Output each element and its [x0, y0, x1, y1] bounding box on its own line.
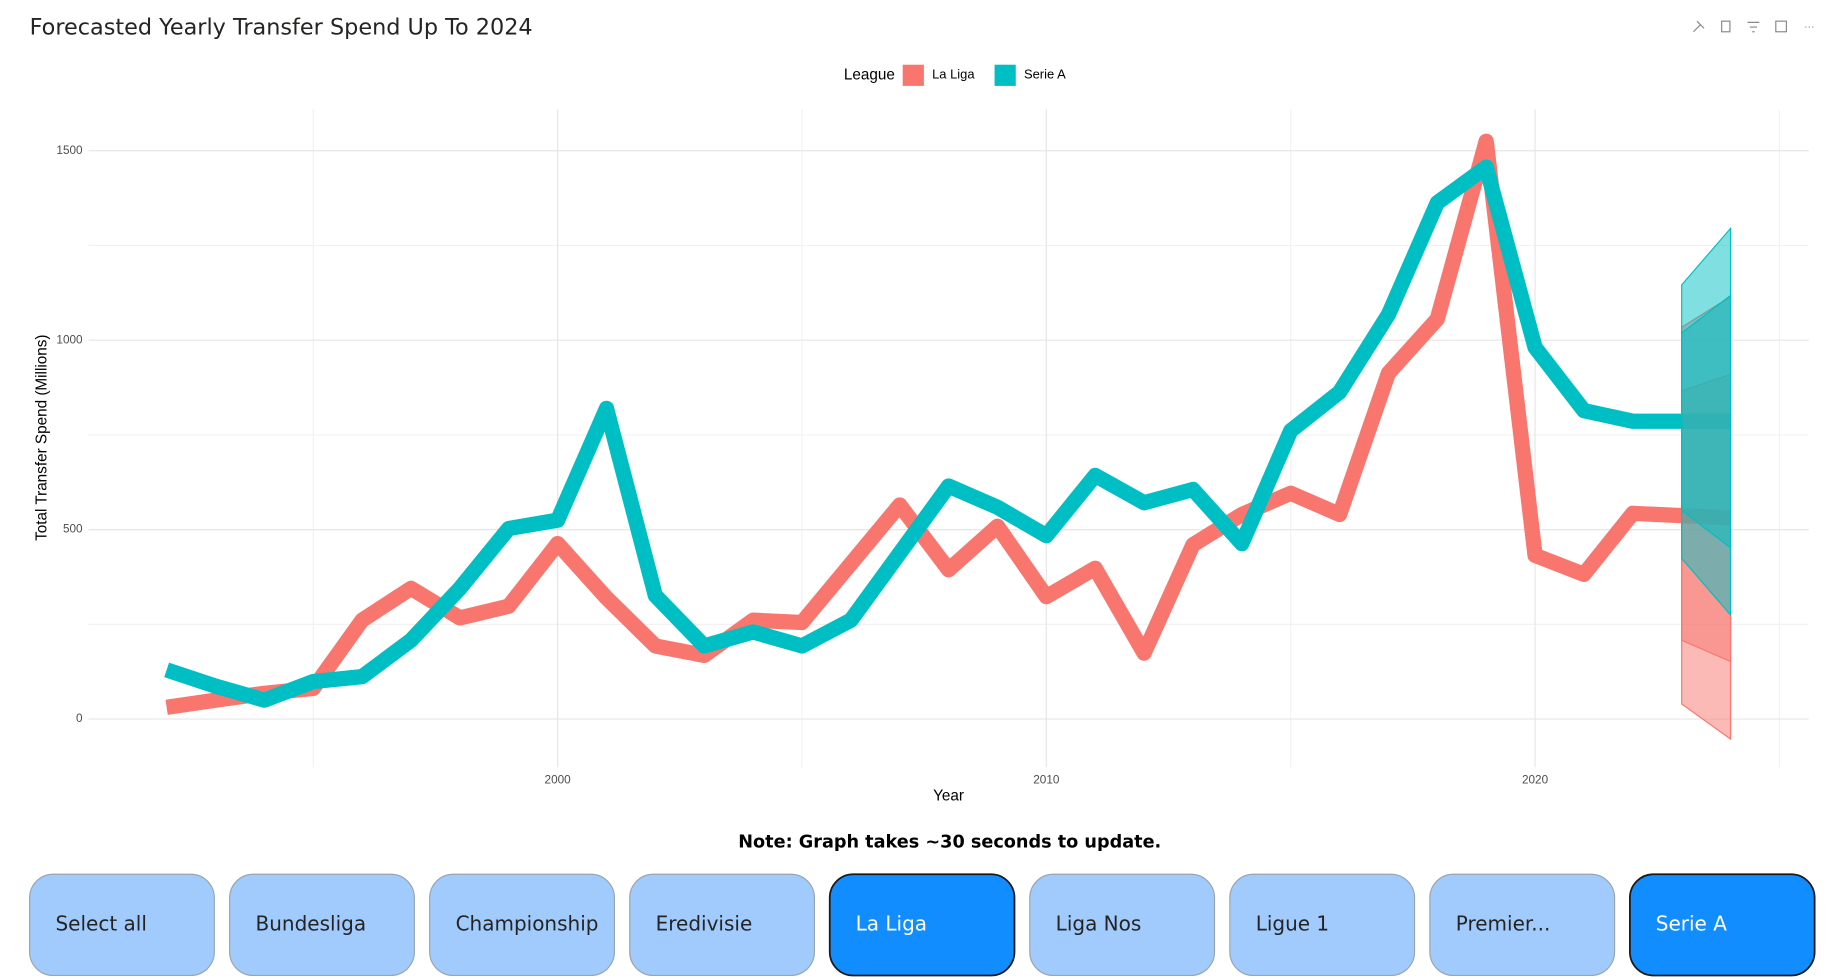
slicer-button[interactable]: La Liga — [828, 873, 1016, 977]
legend-swatch — [902, 64, 924, 86]
slicer-button[interactable]: Premier... — [1429, 873, 1616, 977]
y-tick-label: 500 — [63, 523, 83, 536]
button-label[interactable]: Liga Nos — [1056, 911, 1142, 935]
button-bg — [429, 873, 616, 977]
button-bg — [1029, 873, 1216, 977]
forecast-band — [1681, 294, 1732, 550]
x-axis-title: Year — [933, 788, 964, 805]
pin-icon[interactable] — [1693, 20, 1705, 33]
y-tick-label: 1500 — [56, 144, 83, 157]
slicer-button[interactable]: Ligue 1 — [1229, 873, 1416, 977]
slicer-button[interactable]: Select all — [29, 873, 215, 977]
y-tick-label: 0 — [76, 712, 83, 725]
x-tick-label: 2000 — [545, 773, 572, 786]
page-title: Forecasted Yearly Transfer Spend Up To 2… — [30, 15, 533, 41]
button-bg — [1229, 873, 1416, 977]
slicer: Select all Bundesliga Championship Eredivis… — [29, 873, 1816, 977]
y-axis-title: Total Transfer Spend (Millions) — [34, 335, 51, 541]
button-label[interactable]: La Liga — [856, 911, 927, 935]
line — [164, 159, 1731, 708]
button-label[interactable]: Ligue 1 — [1256, 911, 1329, 935]
filter-icon[interactable] — [1747, 21, 1760, 33]
legend-swatch — [994, 64, 1016, 86]
slicer-button[interactable]: Championship — [429, 873, 616, 977]
button-label[interactable]: Premier... — [1456, 911, 1551, 935]
button-bg — [229, 873, 415, 977]
button-label[interactable]: Championship — [456, 911, 599, 935]
button-label[interactable]: Eredivisie — [656, 911, 753, 935]
line — [165, 133, 1731, 715]
button-label[interactable]: Bundesliga — [256, 911, 367, 935]
x-tick-label: 2020 — [1522, 773, 1549, 786]
toolbar[interactable] — [1693, 20, 1814, 33]
slicer-button[interactable]: Eredivisie — [629, 873, 816, 977]
slicer-button[interactable]: Bundesliga — [229, 873, 415, 977]
legend-title: League — [844, 66, 895, 83]
slicer-button[interactable]: Serie A — [1629, 873, 1816, 977]
copy-icon[interactable] — [1721, 20, 1731, 33]
legend-label: Serie A — [1024, 67, 1066, 82]
focus-icon[interactable] — [1775, 20, 1787, 33]
button-bg — [1429, 873, 1616, 977]
button-bg — [29, 873, 215, 977]
slicer-button[interactable]: Liga Nos — [1029, 873, 1216, 977]
y-tick-label: 1000 — [56, 333, 83, 346]
legend-label: La Liga — [932, 67, 975, 82]
button-bg — [1629, 873, 1816, 977]
plot: 0 500 1000 1500 2000 2010 2020 Year Total Transf… — [34, 64, 1809, 805]
x-tick-label: 2010 — [1033, 773, 1060, 786]
button-bg — [629, 873, 816, 977]
note: Note: Graph takes ~30 seconds to update. — [738, 833, 1161, 853]
button-label[interactable]: Select all — [55, 911, 146, 935]
button-label[interactable]: Serie A — [1656, 911, 1727, 935]
button-bg — [828, 873, 1016, 977]
